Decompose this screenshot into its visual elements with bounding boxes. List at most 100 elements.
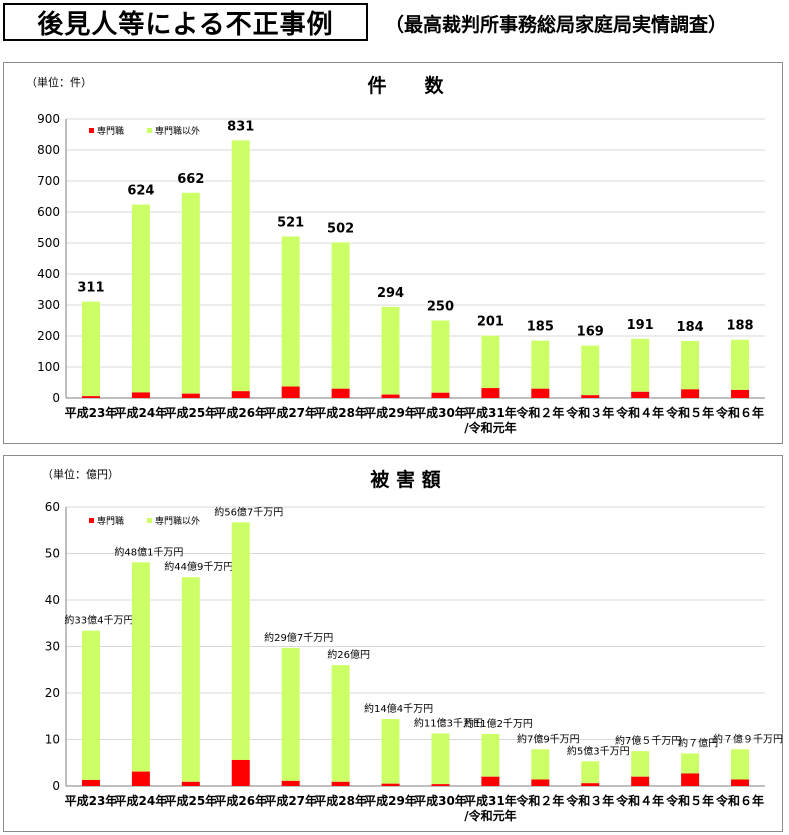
damage-category-label: 平成28年	[314, 793, 367, 808]
damage-legend-label-non-professional: 専門職以外	[155, 515, 200, 527]
chart-count-svg: （単位：件） 件 数 0 100 200 300 400 500 600 700 800 900 311…	[26, 74, 765, 435]
count-category-label: 平成23年	[65, 405, 118, 420]
count-bar-professional	[231, 391, 250, 398]
damage-bar-professional	[281, 780, 300, 786]
damage-bar-professional	[131, 771, 150, 786]
damage-bar-non-professional	[481, 733, 500, 777]
damage-category-sublabel: /令和元年	[464, 808, 516, 823]
damage-bar-non-professional	[581, 761, 600, 784]
source-note: （最高裁判所事務総局家庭局実情調査）	[385, 14, 728, 36]
count-data-label: 250	[427, 300, 454, 315]
damage-bar-non-professional	[631, 751, 650, 777]
damage-bar-non-professional	[381, 719, 400, 784]
count-category-label: 平成29年	[364, 405, 417, 420]
damage-data-label: 約29億7千万円	[264, 631, 333, 644]
damage-category-label: 平成29年	[364, 793, 417, 808]
damage-title: 被 害 額	[370, 468, 440, 491]
count-bar-non-professional	[131, 204, 150, 393]
chart-count: （単位：件） 件 数 0 100 200 300 400 500 600 700 800 900 311…	[3, 62, 783, 444]
count-bar-professional	[381, 394, 400, 398]
count-category-label: 令和５年	[665, 405, 714, 420]
count-ytick-label: 800	[37, 143, 60, 157]
damage-data-label: 約26億円	[327, 648, 370, 661]
damage-data-label: 約5億3千万円	[567, 744, 630, 757]
count-category-label: 平成30年	[414, 405, 467, 420]
damage-category-label: 令和５年	[665, 793, 714, 808]
damage-ytick-label: 30	[45, 640, 60, 654]
count-bar-professional	[181, 393, 200, 398]
count-data-label: 502	[327, 221, 354, 236]
damage-legend-label-professional: 専門職	[97, 515, 124, 527]
damage-bar-non-professional	[131, 562, 150, 772]
chart-damage: （単位：億円） 被 害 額 0 10 20 30 40 50 60 約33億4千万円 平成23年 約4…	[3, 455, 783, 832]
damage-bar-professional	[731, 779, 750, 786]
count-category-label: 平成26年	[214, 405, 267, 420]
damage-bar-non-professional	[731, 749, 750, 780]
count-bar-professional	[431, 392, 450, 398]
count-bar-professional	[531, 388, 550, 398]
damage-bar-non-professional	[431, 733, 450, 785]
damage-ytick-label: 20	[45, 686, 60, 700]
count-ytick-label: 0	[52, 391, 60, 405]
count-category-label: 平成25年	[164, 405, 217, 420]
damage-data-label: 約44億9千万円	[164, 560, 233, 573]
damage-bar-professional	[331, 781, 350, 786]
count-bar-non-professional	[381, 306, 400, 395]
count-data-label: 294	[377, 286, 404, 301]
count-bar-professional	[681, 389, 700, 398]
damage-bar-non-professional	[231, 522, 250, 760]
damage-data-label: 約７億円	[678, 736, 718, 749]
count-bar-non-professional	[581, 345, 600, 396]
count-bar-professional	[281, 386, 300, 398]
count-bar-non-professional	[181, 192, 200, 394]
damage-bar-professional	[481, 776, 500, 786]
count-category-label: 平成24年	[115, 405, 168, 420]
damage-category-label: 平成26年	[214, 793, 267, 808]
count-category-label: 平成31年	[464, 405, 517, 420]
count-bar-non-professional	[231, 140, 250, 392]
count-legend-label-professional: 専門職	[97, 125, 124, 137]
damage-bar-professional	[631, 776, 650, 786]
damage-bar-professional	[81, 779, 100, 786]
damage-bar-non-professional	[281, 647, 300, 781]
damage-data-label: 約11億2千万円	[464, 717, 533, 730]
count-ytick-label: 300	[37, 298, 60, 312]
damage-bar-professional	[381, 783, 400, 786]
damage-bar-non-professional	[81, 630, 100, 780]
damage-data-label: 約14億4千万円	[364, 702, 433, 715]
damage-ytick-label: 0	[52, 779, 60, 793]
count-bar-professional	[331, 388, 350, 398]
count-category-label: 令和２年	[515, 405, 564, 420]
damage-category-label: 平成24年	[115, 793, 168, 808]
count-category-label: 平成28年	[314, 405, 367, 420]
damage-category-label: 平成30年	[414, 793, 467, 808]
damage-category-label: 令和２年	[515, 793, 564, 808]
count-data-label: 624	[127, 184, 154, 199]
count-data-label: 831	[227, 119, 254, 134]
count-data-label: 184	[677, 320, 704, 335]
damage-bar-professional	[531, 779, 550, 786]
count-bar-non-professional	[531, 340, 550, 389]
count-ytick-label: 400	[37, 267, 60, 281]
count-ytick-label: 900	[37, 112, 60, 126]
damage-data-label: 約7億５千万円	[615, 734, 681, 747]
count-legend-swatch-non-professional	[147, 128, 152, 133]
page-title: 後見人等による不正事例	[3, 3, 368, 41]
damage-legend-swatch-professional	[89, 518, 94, 523]
damage-bar-non-professional	[681, 753, 700, 774]
count-bar-professional	[631, 391, 650, 398]
damage-bar-professional	[231, 759, 250, 786]
damage-category-label: 平成31年	[464, 793, 517, 808]
damage-category-label: 令和３年	[565, 793, 614, 808]
count-data-label: 191	[627, 318, 654, 333]
damage-bar-non-professional	[181, 577, 200, 782]
count-legend-swatch-professional	[89, 128, 94, 133]
count-data-label: 311	[77, 281, 104, 296]
count-data-label: 188	[726, 319, 753, 334]
damage-bar-professional	[181, 781, 200, 786]
count-ytick-label: 200	[37, 329, 60, 343]
damage-data-label: 約７億９千万円	[713, 732, 783, 745]
damage-category-label: 令和４年	[615, 793, 664, 808]
damage-bar-professional	[581, 783, 600, 786]
